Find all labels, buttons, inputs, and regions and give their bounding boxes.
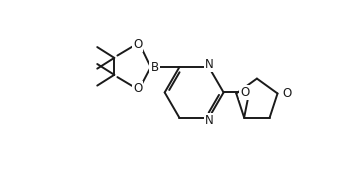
Text: O: O bbox=[133, 82, 142, 95]
Text: O: O bbox=[133, 37, 142, 51]
Text: O: O bbox=[282, 87, 291, 100]
Text: N: N bbox=[205, 58, 214, 71]
Text: O: O bbox=[241, 86, 250, 99]
Text: N: N bbox=[205, 114, 214, 127]
Text: B: B bbox=[151, 61, 159, 74]
